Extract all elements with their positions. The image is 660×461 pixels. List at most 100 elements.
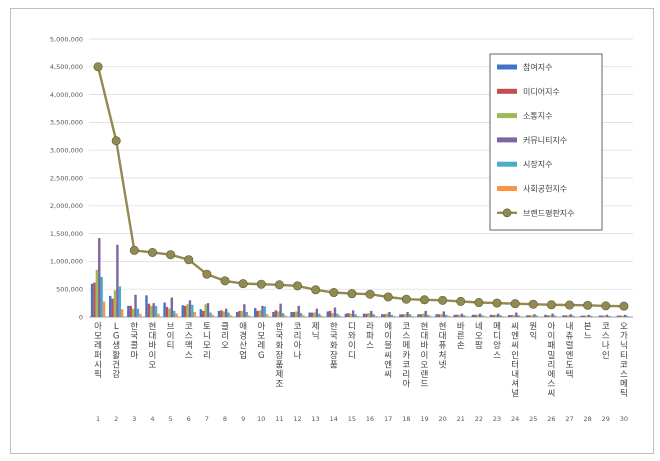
bar-미디어지수 [202, 310, 205, 317]
bar-사회공헌지수 [320, 315, 323, 317]
bar-시장지수 [191, 304, 194, 317]
line-point [510, 299, 520, 309]
bar-참여지수 [381, 314, 384, 317]
bar-미디어지수 [437, 314, 441, 317]
x-rank-label: 23 [493, 415, 501, 423]
bar-사회공헌지수 [175, 313, 178, 317]
bar-소통지수 [549, 315, 552, 317]
line-point [293, 281, 303, 291]
bar-미디어지수 [419, 314, 423, 317]
bar-사회공헌지수 [211, 314, 215, 317]
legend-label: 시장지수 [523, 159, 552, 169]
bar-시장지수 [626, 315, 629, 317]
bar-참여지수 [290, 311, 293, 317]
bar-미디어지수 [564, 315, 568, 317]
line-point [365, 289, 375, 299]
bar-참여지수 [435, 314, 438, 317]
bar-커뮤니티지수 [170, 297, 173, 317]
bar-커뮤니티지수 [134, 294, 137, 317]
bar-미디어지수 [129, 305, 132, 317]
bar-시장지수 [571, 315, 575, 317]
legend-swatch [497, 64, 517, 70]
bar-참여지수 [526, 315, 529, 317]
bar-사회공헌지수 [556, 316, 559, 317]
bar-미디어지수 [183, 305, 187, 317]
bar-미디어지수 [292, 311, 296, 317]
bar-소통지수 [113, 290, 117, 317]
bar-사회공헌지수 [338, 315, 341, 317]
bar-미디어지수 [93, 282, 96, 317]
bar-미디어지수 [274, 310, 277, 317]
bar-참여지수 [109, 295, 112, 317]
bar-커뮤니티지수 [406, 311, 409, 317]
bar-사회공헌지수 [102, 301, 106, 317]
x-rank-label: 19 [420, 415, 428, 423]
bar-커뮤니티지수 [333, 307, 337, 317]
line-point [93, 62, 103, 72]
bar-미디어지수 [147, 303, 151, 317]
bar-참여지수 [326, 311, 329, 317]
bar-미디어지수 [365, 313, 368, 317]
x-rank-label: 12 [293, 415, 301, 423]
bar-커뮤니티지수 [261, 305, 264, 317]
bar-사회공헌지수 [519, 316, 523, 317]
legend-swatch-marker [502, 208, 512, 218]
bar-참여지수 [181, 305, 184, 317]
bar-커뮤니티지수 [587, 314, 591, 317]
x-rank-label: 22 [475, 415, 483, 423]
bar-사회공헌지수 [574, 316, 577, 317]
bar-미디어지수 [601, 315, 604, 317]
y-tick-label: 500,000 [56, 286, 83, 294]
line-point [274, 280, 284, 290]
bar-소통지수 [95, 269, 99, 317]
bar-시장지수 [281, 313, 285, 317]
bar-커뮤니티지수 [370, 310, 373, 317]
bar-사회공헌지수 [592, 316, 595, 317]
x-rank-label: 7 [205, 415, 209, 423]
bar-미디어지수 [256, 310, 259, 317]
bar-사회공헌지수 [374, 315, 378, 317]
bar-미디어지수 [619, 315, 622, 317]
bar-소통지수 [331, 313, 334, 317]
bar-미디어지수 [474, 314, 477, 317]
bar-참여지수 [362, 313, 366, 317]
bar-시장지수 [136, 308, 140, 317]
bar-소통지수 [403, 314, 407, 317]
bar-사회공헌지수 [628, 316, 632, 317]
line-point [311, 285, 321, 295]
bar-소통지수 [621, 315, 624, 317]
bar-참여지수 [90, 283, 94, 317]
bar-미디어지수 [401, 314, 404, 317]
bar-미디어지수 [582, 315, 586, 317]
bar-참여지수 [598, 315, 601, 317]
line-point [220, 276, 230, 286]
line-point [583, 300, 593, 310]
bar-미디어지수 [165, 306, 169, 317]
bar-시장지수 [245, 311, 248, 317]
bar-소통지수 [385, 313, 389, 317]
x-rank-label: 2 [114, 415, 118, 423]
y-tick-label: 4,500,000 [50, 63, 83, 71]
bar-커뮤니티지수 [315, 308, 319, 317]
legend-swatch [497, 88, 517, 94]
bar-소통지수 [512, 315, 516, 317]
bar-소통지수 [240, 310, 244, 317]
bar-참여지수 [217, 310, 221, 317]
bar-소통지수 [277, 311, 280, 317]
bar-시장지수 [463, 315, 466, 317]
bar-사회공헌지수 [411, 315, 414, 317]
bar-참여지수 [308, 312, 311, 317]
bar-소통지수 [295, 311, 298, 317]
bar-참여지수 [544, 314, 547, 317]
bar-시장지수 [100, 276, 103, 317]
bar-소통지수 [530, 315, 534, 317]
bar-참여지수 [199, 309, 203, 317]
x-rank-label: 21 [457, 415, 465, 423]
